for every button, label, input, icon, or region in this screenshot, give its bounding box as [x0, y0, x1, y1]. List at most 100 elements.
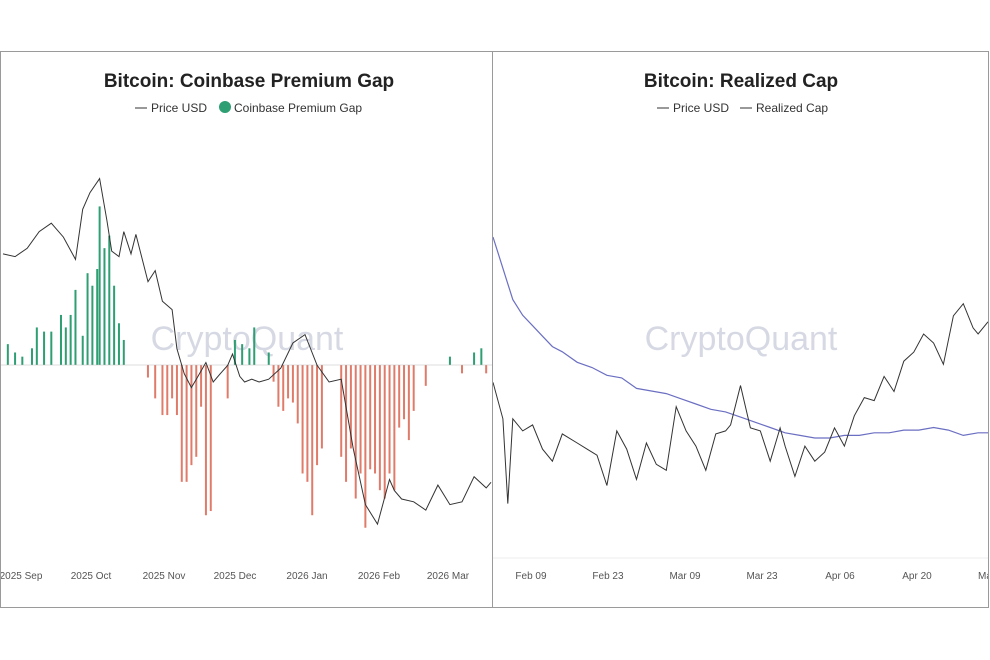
premium-gap-bar-positive — [35, 327, 38, 365]
premium-gap-bar-negative — [340, 365, 343, 457]
premium-gap-bar-negative — [407, 365, 410, 441]
premium-gap-bar-positive — [473, 352, 476, 365]
premium-gap-bar-negative — [378, 365, 381, 491]
premium-gap-bar-positive — [86, 273, 89, 365]
premium-gap-bar-negative — [388, 365, 391, 474]
premium-gap-bar-negative — [316, 365, 319, 466]
premium-gap-bar-negative — [311, 365, 314, 516]
premium-gap-bar-positive — [6, 344, 9, 365]
premium-gap-bar-negative — [398, 365, 401, 428]
realized-cap-line — [492, 236, 988, 439]
premium-gap-bar-positive — [21, 356, 24, 365]
x-tick-label: Mar 09 — [669, 571, 701, 582]
premium-gap-bar-positive — [14, 352, 17, 365]
premium-gap-bar-negative — [175, 365, 178, 416]
realized-cap-panel: CryptoQuant Bitcoin: Realized Cap Price … — [492, 51, 990, 608]
premium-gap-bar-negative — [369, 365, 372, 470]
premium-gap-bar-positive — [43, 331, 46, 365]
premium-gap-bar-positive — [233, 339, 236, 365]
premium-gap-bar-negative — [195, 365, 198, 457]
premium-gap-bar-negative — [154, 365, 157, 399]
premium-gap-bar-positive — [81, 335, 84, 365]
premium-gap-bar-negative — [282, 365, 285, 411]
premium-gap-bar-negative — [424, 365, 427, 386]
x-tick-label: 2026 Feb — [358, 571, 401, 582]
premium-gap-bar-positive — [30, 348, 33, 365]
premium-gap-bar-positive — [74, 289, 77, 365]
x-tick-label: 2025 Oct — [71, 571, 112, 582]
x-tick-label: Feb 09 — [515, 571, 547, 582]
x-tick-label: 2026 Jan — [286, 571, 327, 582]
x-tick-label: 2025 Sep — [1, 571, 43, 582]
premium-gap-bar-negative — [393, 365, 396, 491]
premium-gap-bar-positive — [248, 348, 251, 365]
premium-gap-bar-positive — [253, 327, 256, 365]
premium-gap-chart: CryptoQuant Bitcoin: Coinbase Premium Ga… — [0, 71, 492, 582]
premium-gap-bar-positive — [98, 206, 101, 365]
premium-gap-bar-negative — [354, 365, 357, 499]
premium-gap-bar-positive — [117, 323, 120, 365]
x-tick-label: Apr 06 — [825, 571, 855, 582]
legend-price-label: Price USD — [151, 101, 207, 115]
premium-gap-bar-positive — [91, 285, 94, 365]
premium-gap-bar-positive — [113, 285, 116, 365]
premium-gap-bar-positive — [108, 235, 111, 365]
premium-gap-bar-negative — [461, 365, 464, 374]
x-tick-label: 2025 Nov — [143, 571, 186, 582]
chart-title: Bitcoin: Realized Cap — [644, 71, 838, 92]
premium-gap-bar-negative — [383, 365, 386, 499]
premium-gap-bar-negative — [166, 365, 169, 416]
x-tick-label: Mar 23 — [746, 571, 778, 582]
premium-gap-bar-negative — [287, 365, 290, 399]
x-tick-label: Ma — [978, 571, 988, 582]
x-tick-label: Apr 20 — [902, 571, 932, 582]
premium-gap-bar-negative — [412, 365, 415, 411]
premium-gap-bar-negative — [359, 365, 362, 474]
x-tick-label: 2025 Dec — [214, 571, 257, 582]
premium-gap-bar-positive — [69, 314, 72, 365]
premium-gap-bar-negative — [190, 365, 193, 466]
price-usd-line — [492, 302, 989, 504]
premium-gap-panel: CryptoQuant Bitcoin: Coinbase Premium Ga… — [0, 51, 493, 608]
premium-gap-bar-negative — [185, 365, 188, 482]
x-tick-label: 2026 Mar — [427, 571, 470, 582]
premium-gap-bar-negative — [320, 365, 323, 449]
premium-gap-bar-negative — [306, 365, 309, 482]
premium-gap-bar-negative — [349, 365, 352, 449]
premium-gap-bar-negative — [345, 365, 348, 482]
premium-gap-bar-positive — [480, 348, 483, 365]
premium-gap-bar-positive — [241, 344, 244, 365]
legend-premium-label: Coinbase Premium Gap — [234, 101, 362, 115]
watermark: CryptoQuant — [151, 320, 344, 358]
premium-gap-bar-positive — [96, 269, 99, 365]
chart-title: Bitcoin: Coinbase Premium Gap — [104, 71, 394, 92]
premium-gap-bar-negative — [272, 365, 275, 382]
premium-gap-bar-negative — [204, 365, 207, 516]
premium-gap-bar-negative — [403, 365, 406, 420]
premium-gap-bar-negative — [374, 365, 377, 474]
x-tick-label: Feb 23 — [592, 571, 624, 582]
premium-gap-bar-negative — [485, 365, 488, 374]
watermark: CryptoQuant — [645, 320, 838, 358]
premium-gap-bar-negative — [301, 365, 304, 474]
premium-gap-bar-positive — [50, 331, 53, 365]
premium-gap-bar-positive — [122, 339, 125, 365]
premium-gap-bar-negative — [226, 365, 229, 399]
premium-gap-bar-negative — [277, 365, 280, 407]
premium-gap-bar-positive — [267, 352, 270, 365]
premium-gap-bar-positive — [59, 314, 62, 365]
premium-gap-bar-negative — [296, 365, 299, 424]
premium-gap-bar-positive — [64, 327, 67, 365]
premium-gap-bar-negative — [161, 365, 164, 416]
legend-realized-label: Realized Cap — [756, 101, 828, 115]
price-usd-line — [2, 177, 492, 526]
premium-gap-bar-negative — [146, 365, 149, 378]
premium-gap-bar-negative — [180, 365, 183, 482]
premium-gap-bar-negative — [200, 365, 203, 407]
legend-price-label: Price USD — [673, 101, 729, 115]
realized-cap-chart: CryptoQuant Bitcoin: Realized Cap Price … — [492, 71, 990, 582]
premium-gap-bar-negative — [364, 365, 367, 528]
premium-gap-bar-positive — [448, 356, 451, 365]
premium-gap-bar-positive — [103, 248, 106, 365]
legend-dot-marker — [219, 101, 231, 113]
